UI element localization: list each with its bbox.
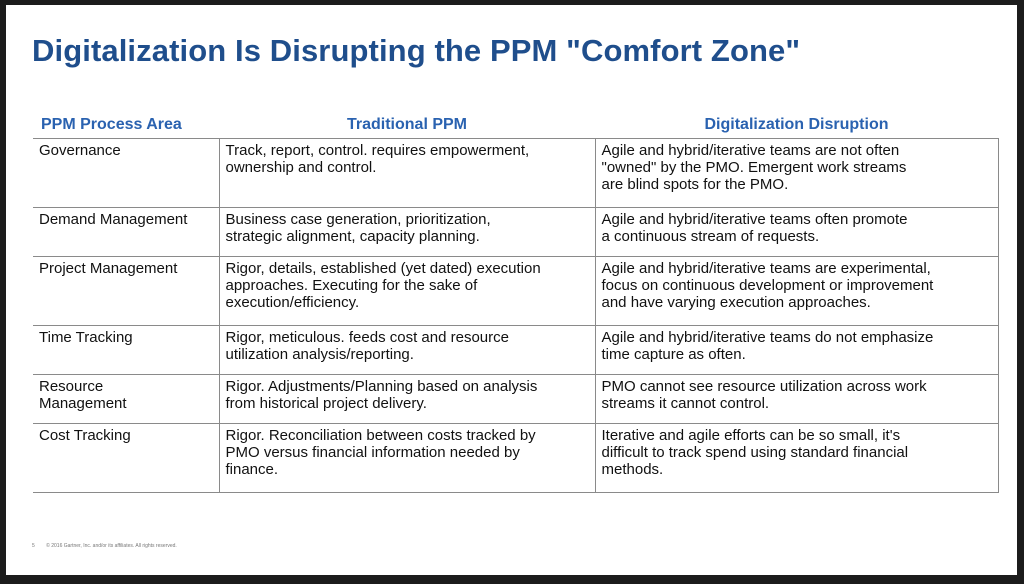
header-ppm-process-area: PPM Process Area [41,116,182,133]
table-header-row: PPM Process Area Traditional PPM Digital… [33,111,998,139]
cell-process-area: Time Tracking [33,325,220,375]
cell-process-area: Demand Management [33,207,220,257]
copyright-notice: © 2016 Gartner, Inc. and/or its affiliat… [46,543,177,549]
ppm-comparison-table: PPM Process Area Traditional PPM Digital… [33,111,999,493]
cell-traditional: Track, report, control. requires empower… [218,138,596,208]
page-number: 5 [32,543,35,549]
cell-process-area: Project Management [33,256,220,326]
table-row: Time Tracking Rigor, meticulous. feeds c… [33,325,999,375]
cell-disruption: Agile and hybrid/iterative teams are not… [594,138,999,208]
cell-disruption: PMO cannot see resource utilization acro… [594,374,999,424]
header-digitalization-disruption: Digitalization Disruption [704,116,889,133]
table-row: Cost Tracking Rigor. Reconciliation betw… [33,423,999,493]
cell-process-area: Cost Tracking [33,423,220,493]
cell-disruption: Iterative and agile efforts can be so sm… [594,423,999,493]
table-row: Project Management Rigor, details, estab… [33,256,999,326]
cell-traditional: Rigor, meticulous. feeds cost and resour… [218,325,596,375]
cell-process-area: Resource Management [33,374,220,424]
slide-title: Digitalization Is Disrupting the PPM "Co… [32,33,801,68]
cell-process-area: Governance [33,138,220,208]
cell-traditional: Rigor. Reconciliation between costs trac… [218,423,596,493]
table-row: Governance Track, report, control. requi… [33,138,999,208]
cell-traditional: Business case generation, prioritization… [218,207,596,257]
slide-footer: 5 © 2016 Gartner, Inc. and/or its affili… [32,543,177,549]
cell-disruption: Agile and hybrid/iterative teams are exp… [594,256,999,326]
cell-traditional: Rigor, details, established (yet dated) … [218,256,596,326]
table-row: Resource Management Rigor. Adjustments/P… [33,374,999,424]
cell-disruption: Agile and hybrid/iterative teams do not … [594,325,999,375]
table-row: Demand Management Business case generati… [33,207,999,257]
header-traditional-ppm: Traditional PPM [346,116,467,133]
cell-traditional: Rigor. Adjustments/Planning based on ana… [218,374,596,424]
slide: Digitalization Is Disrupting the PPM "Co… [6,5,1017,575]
cell-disruption: Agile and hybrid/iterative teams often p… [594,207,999,257]
